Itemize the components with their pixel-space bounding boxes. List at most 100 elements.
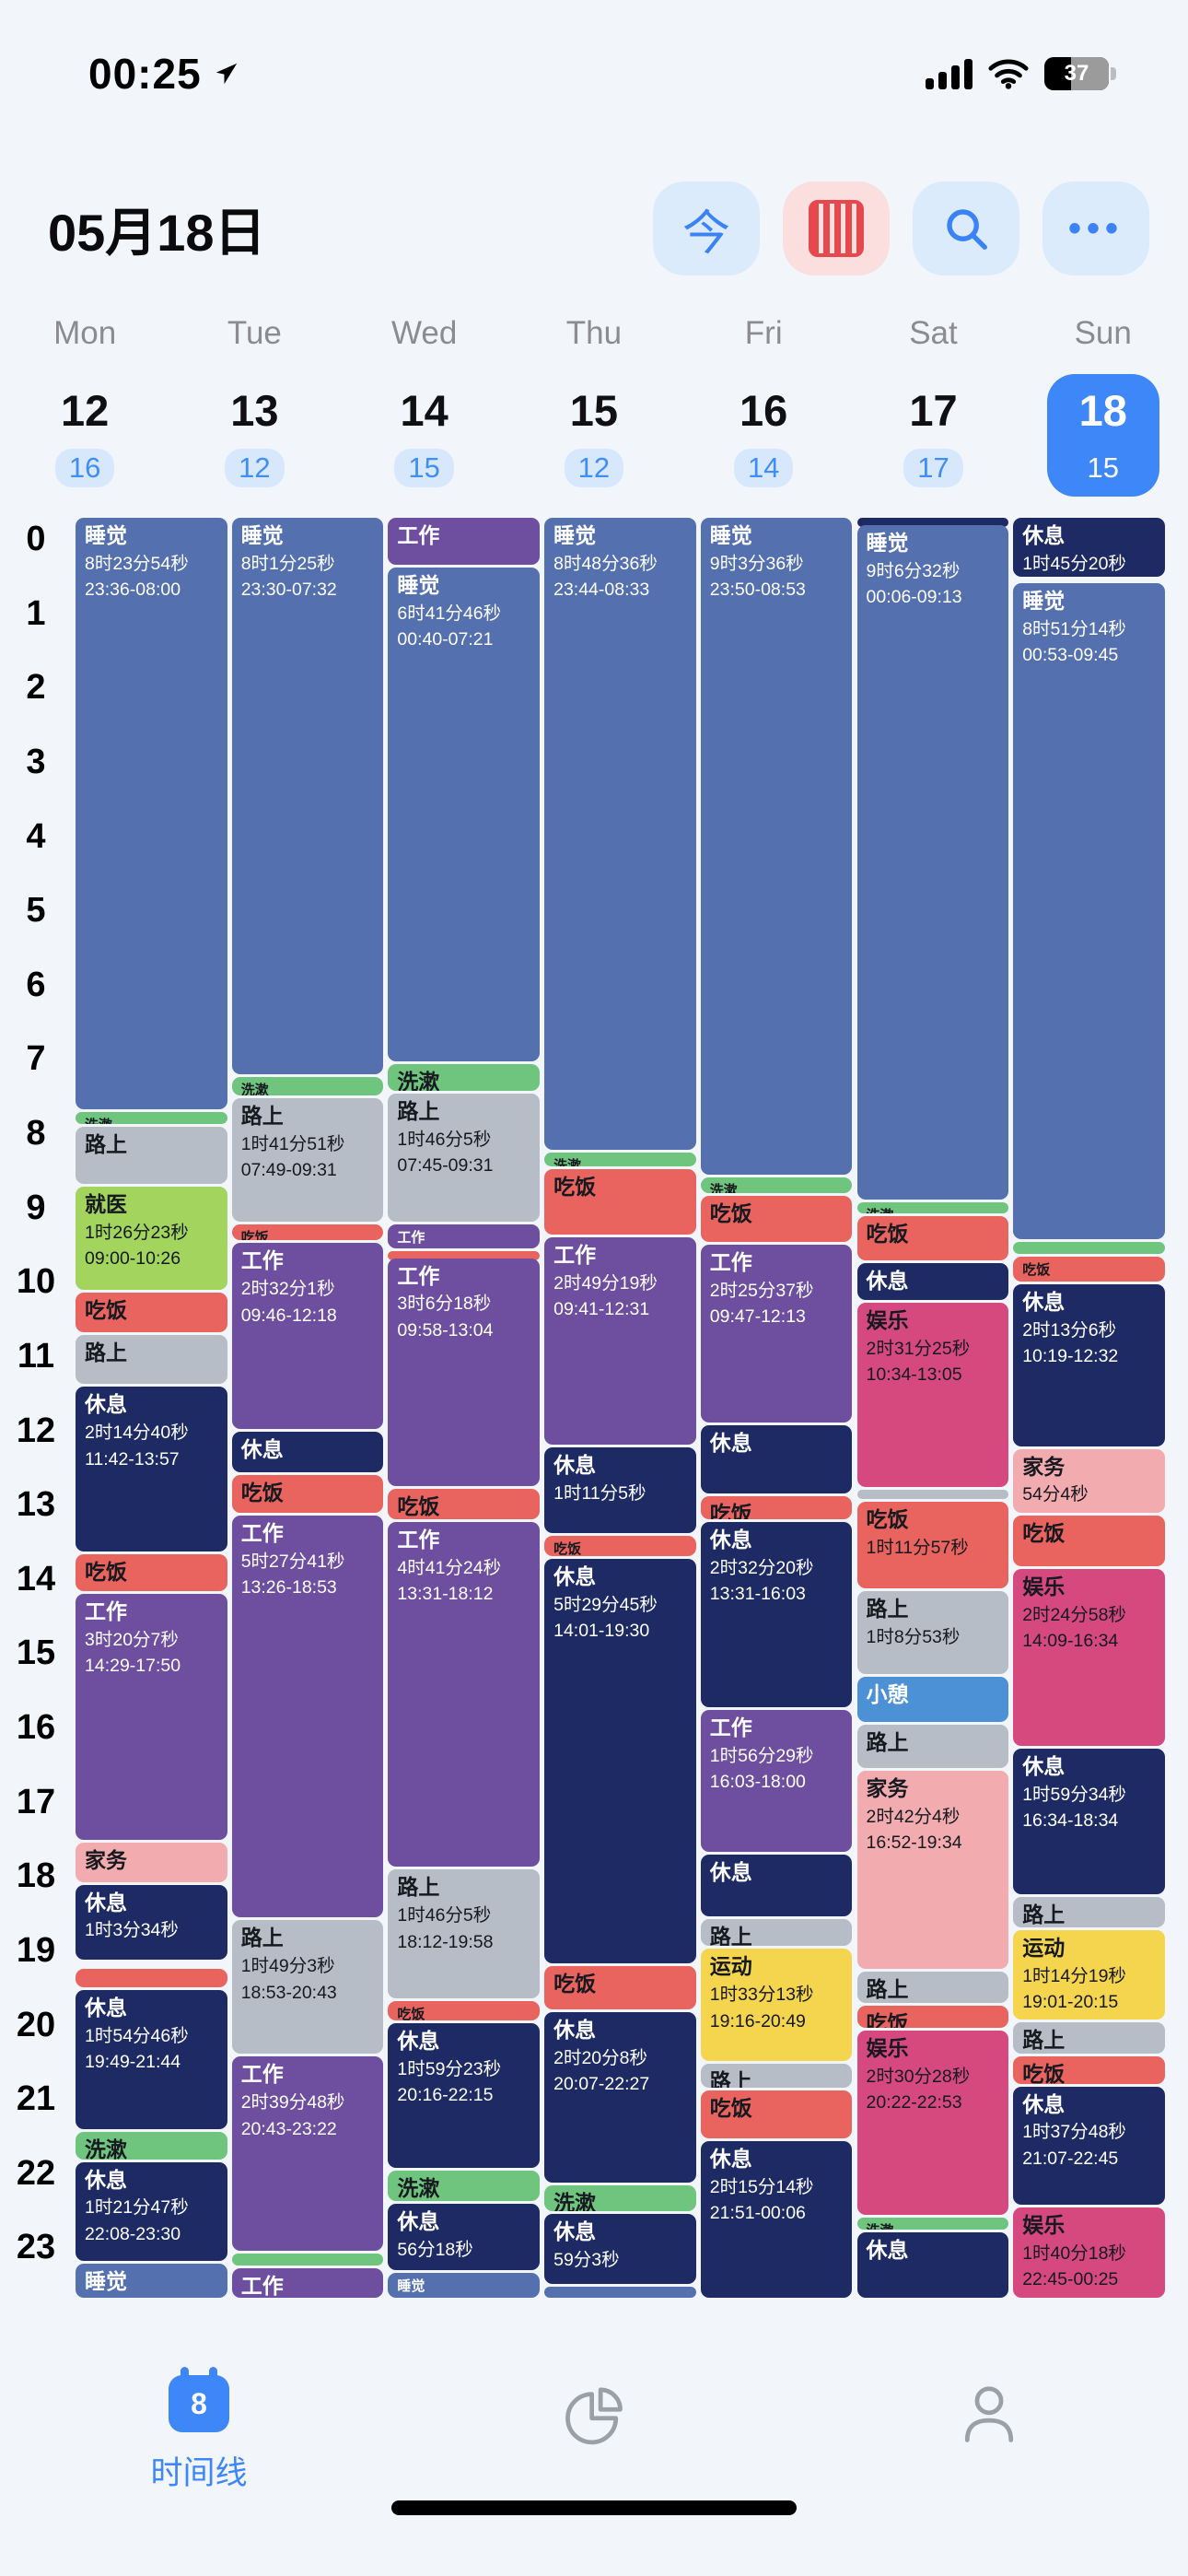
day-header-thu[interactable]: Thu 15 12 [509,315,679,497]
event-fun[interactable]: 娱乐 2时24分58秒 14:09-16:34 [1013,1568,1165,1746]
event-rest[interactable]: 休息 1时54分46秒 19:49-21:44 [76,1989,227,2130]
event-work[interactable]: 工作 1时56分29秒 16:03-18:00 [700,1710,853,1853]
event-sleep[interactable]: 睡觉 8时48分36秒 23:44-08:33 [544,518,696,1151]
event-eat[interactable] [76,1968,227,1987]
search-button[interactable] [913,181,1019,275]
event-rest[interactable]: 休息 [700,1424,853,1493]
event-eat[interactable]: 吃饭 [76,1553,227,1591]
tab-timeline[interactable]: 8 时间线 [98,2366,300,2494]
event-commute[interactable]: 路上 [1013,2021,1165,2055]
event-chores[interactable]: 家务 [76,1842,227,1882]
day-header-sat[interactable]: Sat 17 17 [848,315,1018,497]
event-eat[interactable]: 吃饭 [544,1966,696,2009]
more-button[interactable]: ••• [1042,181,1149,275]
event-commute[interactable]: 路上 [1013,1896,1165,1928]
event-eat[interactable]: 吃饭 [544,1168,696,1235]
tab-profile[interactable] [888,2366,1090,2449]
event-rest[interactable]: 休息 2时14分40秒 11:42-13:57 [76,1387,227,1551]
today-button[interactable]: 今 [653,181,760,275]
day-header-fri[interactable]: Fri 16 14 [679,315,848,497]
event-commute[interactable]: 路上 [856,1725,1008,1768]
event-work[interactable]: 工作 3时20分7秒 14:29-17:50 [76,1593,227,1840]
day-header-sun[interactable]: Sun 18 15 [1019,315,1188,497]
event-commute[interactable]: 路上 1时46分5秒 18:12-19:58 [388,1869,540,1998]
event-eat[interactable]: 吃饭 [856,2006,1008,2029]
event-wash[interactable]: 洗漱 [388,1063,540,1091]
event-commute[interactable]: 路上 1时41分51秒 07:49-09:31 [231,1098,384,1223]
event-fun[interactable]: 娱乐 2时31分25秒 10:34-13:05 [856,1302,1008,1487]
event-wash[interactable]: 洗漱 [76,1112,227,1125]
event-eat[interactable]: 吃饭 [1013,1257,1165,1282]
event-chores[interactable]: 家务 2时42分4秒 16:52-19:34 [856,1770,1008,1969]
event-commute[interactable]: 路上 [856,1971,1008,2004]
event-wash[interactable] [1013,1242,1165,1255]
event-rest[interactable]: 休息 5时29分45秒 14:01-19:30 [544,1559,696,1964]
event-work[interactable]: 工作 [388,1224,540,1248]
event-rest[interactable]: 休息 2时32分20秒 13:31-16:03 [700,1521,853,1708]
event-nap[interactable]: 小憩 [856,1676,1008,1723]
event-rest[interactable]: 休息 59分3秒 [544,2213,696,2285]
event-wash[interactable]: 洗漱 [388,2170,540,2202]
event-work[interactable]: 工作 2时25分37秒 09:47-12:13 [700,1244,853,1423]
event-work[interactable]: 工作 [231,2268,384,2298]
event-sleep[interactable]: 睡觉 8时51分14秒 00:53-09:45 [1013,583,1165,1240]
event-sleep[interactable]: 睡觉 [388,2273,540,2298]
event-rest[interactable]: 休息 1时59分23秒 20:16-22:15 [388,2023,540,2168]
event-wash[interactable]: 洗漱 [856,1202,1008,1213]
event-rest[interactable]: 休息 2时13分6秒 10:19-12:32 [1013,1283,1165,1446]
event-eat[interactable]: 吃饭 [700,2090,853,2138]
event-wash[interactable] [231,2253,384,2266]
event-work[interactable]: 工作 4时41分24秒 13:31-18:12 [388,1521,540,1868]
event-sleep[interactable]: 睡觉 8时1分25秒 23:30-07:32 [231,518,384,1075]
event-work[interactable]: 工作 [388,518,540,565]
event-wash[interactable]: 洗漱 [544,1153,696,1166]
event-rest[interactable]: 休息 1时11分5秒 [544,1447,696,1533]
event-eat[interactable]: 吃饭 [1013,1516,1165,1566]
event-fun[interactable]: 娱乐 2时30分28秒 20:22-22:53 [856,2031,1008,2215]
event-rest[interactable]: 休息 56分18秒 [388,2204,540,2271]
event-commute[interactable]: 路上 [76,1334,227,1385]
event-sleep[interactable]: 睡觉 9时3分36秒 23:50-08:53 [700,518,853,1176]
event-commute[interactable]: 路上 1时49分3秒 18:53-20:43 [231,1920,384,2055]
event-wash[interactable]: 洗漱 [231,1077,384,1096]
event-work[interactable]: 工作 5时27分41秒 13:26-18:53 [231,1516,384,1918]
event-rest[interactable]: 休息 2时20分8秒 20:07-22:27 [544,2011,696,2184]
event-work[interactable]: 工作 2时49分19秒 09:41-12:31 [544,1236,696,1446]
day-header-tue[interactable]: Tue 13 12 [169,315,339,497]
event-rest[interactable]: 休息 [700,1855,853,1917]
event-commute[interactable]: 路上 [700,1919,853,1947]
event-wash[interactable]: 洗漱 [700,1177,853,1194]
heatmap-button[interactable] [783,181,890,275]
event-commute[interactable]: 路上 1时8分53秒 [856,1591,1008,1674]
event-eat[interactable]: 吃饭 [1013,2056,1165,2084]
event-sport[interactable]: 运动 1时14分19秒 19:01-20:15 [1013,1930,1165,2020]
event-eat[interactable] [388,1250,540,1260]
event-sleep[interactable]: 睡觉 9时6分32秒 00:06-09:13 [856,525,1008,1200]
day-header-mon[interactable]: Mon 12 16 [0,315,169,497]
event-rest[interactable]: 休息 1时37分48秒 21:07-22:45 [1013,2086,1165,2206]
tab-stats[interactable] [493,2366,695,2449]
event-rest[interactable]: 休息 1时21分47秒 22:08-23:30 [76,2161,227,2261]
event-eat[interactable]: 吃饭 [700,1196,853,1242]
event-fun[interactable]: 娱乐 1时40分18秒 22:45-00:25 [1013,2207,1165,2298]
event-wash[interactable]: 洗漱 [76,2132,227,2160]
event-commute[interactable]: 路上 [76,1127,227,1184]
event-commute[interactable]: 路上 1时46分5秒 07:45-09:31 [388,1093,540,1223]
event-eat[interactable]: 吃饭 [231,1474,384,1514]
event-rest[interactable] [856,518,1008,527]
event-rest[interactable]: 休息 [231,1431,384,1472]
event-doctor[interactable]: 就医 1时26分23秒 09:00-10:26 [76,1186,227,1291]
event-rest[interactable]: 休息 1时3分34秒 [76,1884,227,1961]
event-eat[interactable]: 吃饭 [700,1495,853,1519]
event-chores[interactable]: 家务 54分4秒 [1013,1448,1165,1514]
event-rest[interactable]: 休息 1时45分20秒 [1013,518,1165,578]
event-eat[interactable]: 吃饭 [231,1224,384,1241]
event-rest[interactable]: 休息 2时15分14秒 21:51-00:06 [700,2140,853,2298]
event-commute[interactable] [856,1489,1008,1500]
event-work[interactable]: 工作 3时6分18秒 09:58-13:04 [388,1258,540,1486]
event-sport[interactable]: 运动 1时33分13秒 19:16-20:49 [700,1949,853,2062]
event-eat[interactable]: 吃饭 1时11分57秒 [856,1502,1008,1589]
day-header-wed[interactable]: Wed 14 15 [340,315,509,497]
event-commute[interactable]: 路上 [700,2064,853,2088]
event-eat[interactable]: 吃饭 [544,1535,696,1557]
